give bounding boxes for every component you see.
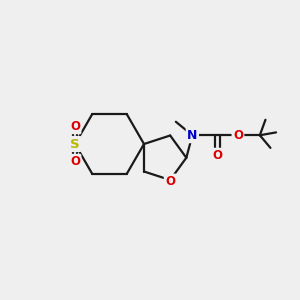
Text: N: N <box>187 129 197 142</box>
Text: S: S <box>70 137 80 151</box>
Text: O: O <box>70 120 80 133</box>
Text: O: O <box>213 149 223 162</box>
Text: O: O <box>233 129 243 142</box>
Text: O: O <box>70 155 80 168</box>
Text: O: O <box>165 175 175 188</box>
